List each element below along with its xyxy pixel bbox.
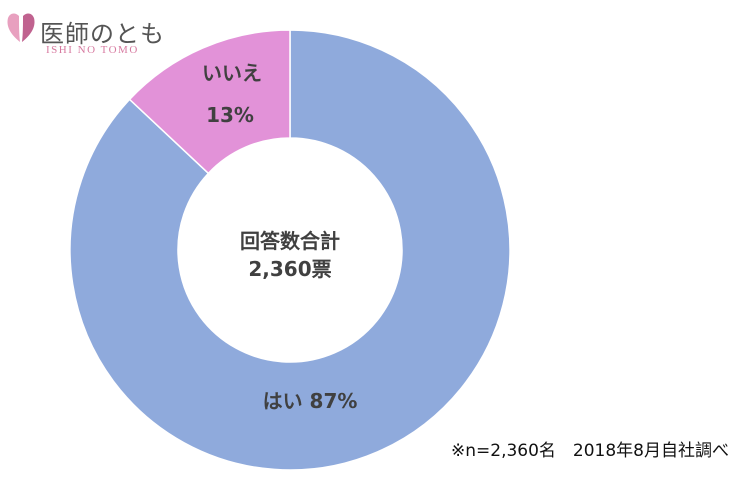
footnote: ※n=2,360名 2018年8月自社調べ: [450, 441, 729, 461]
slice-yes: [69, 29, 511, 471]
heart-logo-icon: [7, 13, 35, 42]
slice-value-no: 13%: [206, 103, 254, 127]
center-label-2: 2,360票: [248, 257, 331, 281]
slice-label-no: いいえ: [202, 61, 262, 85]
center-label-1: 回答数合計: [240, 229, 340, 253]
slice-no: [128, 29, 291, 175]
logo-subtitle: ISHI NO TOMO: [46, 44, 139, 56]
logo: 医師のとも ISHI NO TOMO: [6, 6, 176, 62]
logo-title: 医師のとも: [40, 20, 165, 48]
slice-label-yes: はい 87%: [263, 389, 358, 413]
